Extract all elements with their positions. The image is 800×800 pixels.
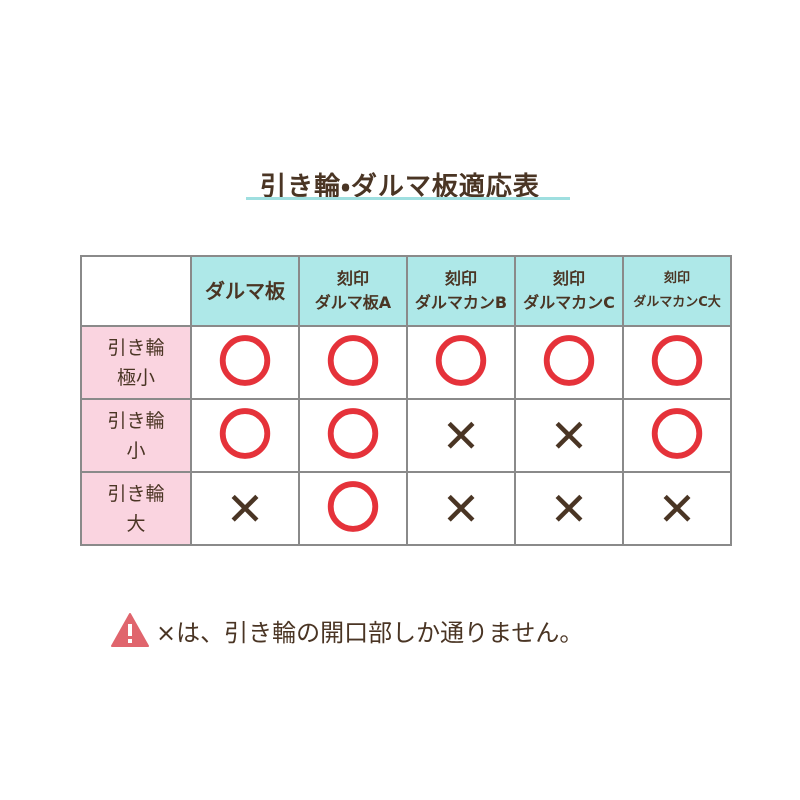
row-header: 引き輪小 <box>80 398 192 473</box>
column-header-line: ダルマカンC <box>523 293 615 312</box>
column-header-line: 刻印 <box>663 271 690 286</box>
column-header: 刻印ダルマカンB <box>406 255 516 327</box>
table-row: 引き輪小〇〇 ✕ ✕ 〇 <box>80 398 732 473</box>
compat-table: ダルマ板 刻印 ダルマ板A 刻印 ダルマカンB 刻印 ダルマカンC 刻印 ダルマカンC大 引き輪極… <box>80 255 732 546</box>
header-row: ダルマ板 刻印 ダルマ板A 刻印 ダルマカンB 刻印 ダルマカンC 刻印 ダルマカンC大 <box>80 255 732 327</box>
symbol-cell: ✕ <box>406 398 516 473</box>
symbol-cell: 〇 <box>190 398 300 473</box>
title-underline <box>246 197 570 200</box>
row-header-line: 大 <box>126 512 146 535</box>
symbol-cell: ✕ <box>514 398 624 473</box>
column-header-line: ダルマ板 <box>205 279 285 303</box>
column-header-line: ダルマカンC大 <box>633 295 721 310</box>
symbol-cell: 〇 <box>622 398 732 473</box>
symbol-cell: 〇 <box>622 325 732 400</box>
symbol-cell: ✕ <box>514 471 624 546</box>
corner-cell <box>80 255 192 327</box>
column-header-line: 刻印 <box>552 269 585 288</box>
column-header-line: ダルマカンB <box>414 293 508 312</box>
column-header: 刻印ダルマカンC <box>514 255 624 327</box>
row-header-line: 引き輪 <box>107 336 165 359</box>
symbol-cell: 〇 <box>514 325 624 400</box>
symbol-cell: ✕ <box>406 471 516 546</box>
note-text: ×は、引き輪の開口部しか通りません。 <box>156 618 584 647</box>
symbol-cell: 〇 <box>298 398 408 473</box>
column-header: ダルマ板 <box>190 255 300 327</box>
warning-icon <box>111 613 149 647</box>
row-header: 引き輪大 <box>80 471 192 546</box>
row-header-line: 小 <box>126 439 146 462</box>
symbol-cell: 〇 <box>298 325 408 400</box>
symbol-cell: ✕ <box>622 471 732 546</box>
symbol-cell: 〇 <box>190 325 300 400</box>
note: ×は、引き輪の開口部しか通りません。 <box>110 612 583 648</box>
column-header-line: ダルマ板A <box>314 293 392 312</box>
symbol-cell: ✕ <box>190 471 300 546</box>
column-header: 刻印ダルマカンC大 <box>622 255 732 327</box>
row-header-line: 引き輪 <box>107 409 165 432</box>
row-header-line: 極小 <box>116 366 155 389</box>
symbol-cell: 〇 <box>406 325 516 400</box>
table-row: 引き輪 極小〇〇〇〇〇 <box>80 325 732 400</box>
table-row: 引き輪大 ✕ 〇 ✕ ✕ ✕ <box>80 471 732 546</box>
column-header-line: 刻印 <box>444 269 477 288</box>
column-header-line: 刻印 <box>336 269 369 288</box>
column-header: 刻印ダルマ板A <box>298 255 408 327</box>
symbol-cell: 〇 <box>298 471 408 546</box>
row-header: 引き輪 極小 <box>80 325 192 400</box>
row-header-line: 引き輪 <box>107 482 165 505</box>
